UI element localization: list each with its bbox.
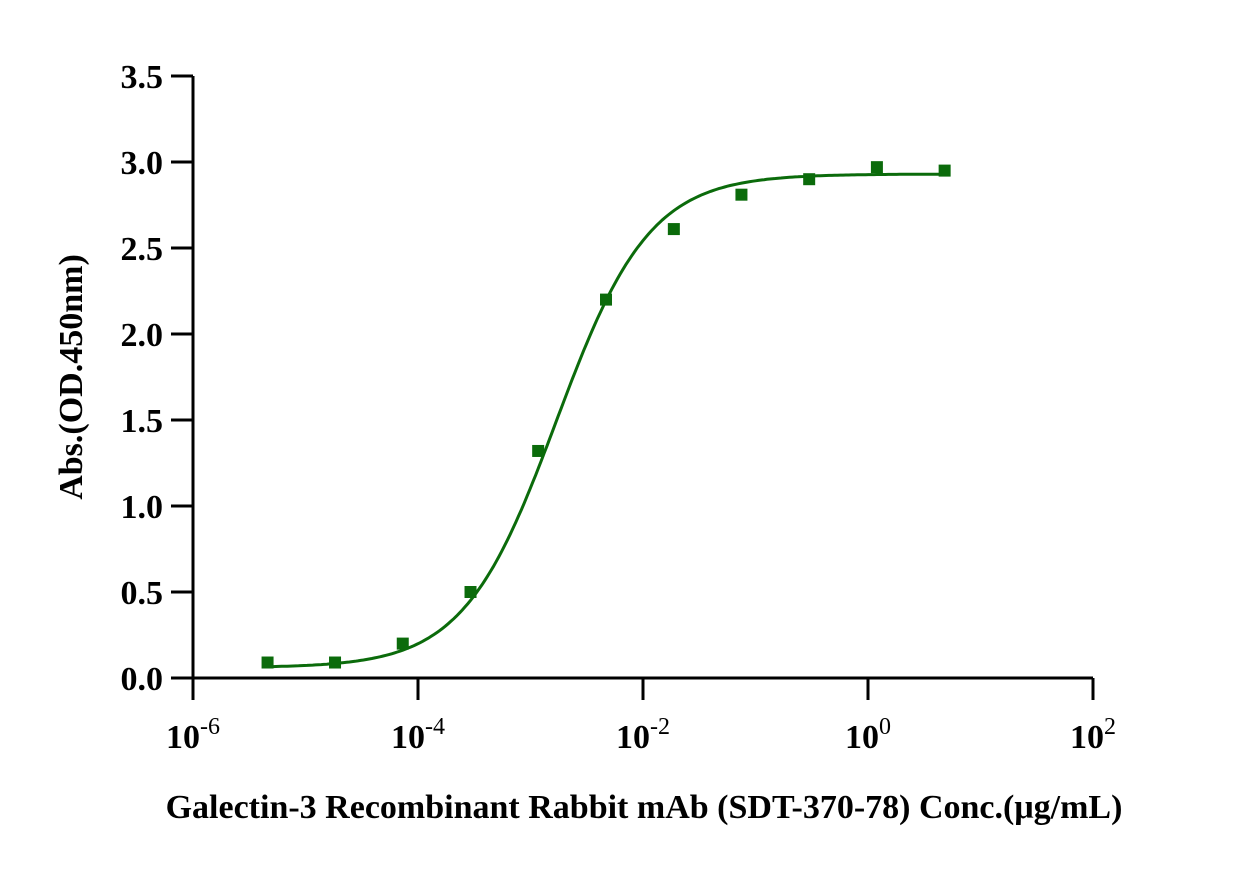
data-points — [261, 161, 951, 669]
x-axis-ticks: 10-6 10-4 10-2 100 102 — [166, 678, 1116, 756]
data-point — [803, 173, 816, 186]
x-tick-label: 10-6 — [166, 714, 220, 756]
x-tick-label: 10-2 — [616, 714, 670, 756]
y-tick-label: 0.5 — [121, 575, 164, 612]
fit-curve — [267, 172, 945, 669]
x-axis-title: Galectin-3 Recombinant Rabbit mAb (SDT-3… — [166, 789, 1123, 826]
data-point — [870, 161, 883, 174]
y-tick-label: 2.5 — [121, 231, 164, 268]
data-point — [600, 293, 613, 306]
data-point — [938, 164, 951, 177]
x-tick-label: 100 — [845, 714, 891, 756]
y-axis-ticks: 0.0 0.5 1.0 1.5 2.0 2.5 3.0 3.5 — [121, 59, 193, 698]
y-tick-label: 1.5 — [121, 403, 164, 440]
y-axis-title: Abs.(OD.450nm) — [53, 254, 90, 500]
y-tick-label: 3.0 — [121, 145, 164, 182]
data-point — [735, 188, 748, 201]
y-tick-label: 0.0 — [121, 661, 164, 698]
data-point — [396, 637, 409, 650]
data-point — [464, 586, 477, 598]
data-point — [667, 223, 680, 236]
y-tick-label: 1.0 — [121, 489, 164, 526]
y-tick-label: 3.5 — [121, 59, 164, 96]
data-point — [329, 656, 342, 669]
x-tick-label: 10-4 — [391, 714, 445, 756]
data-point — [261, 656, 274, 669]
x-tick-label: 102 — [1070, 714, 1116, 756]
data-point — [532, 444, 545, 457]
y-tick-label: 2.0 — [121, 317, 164, 354]
